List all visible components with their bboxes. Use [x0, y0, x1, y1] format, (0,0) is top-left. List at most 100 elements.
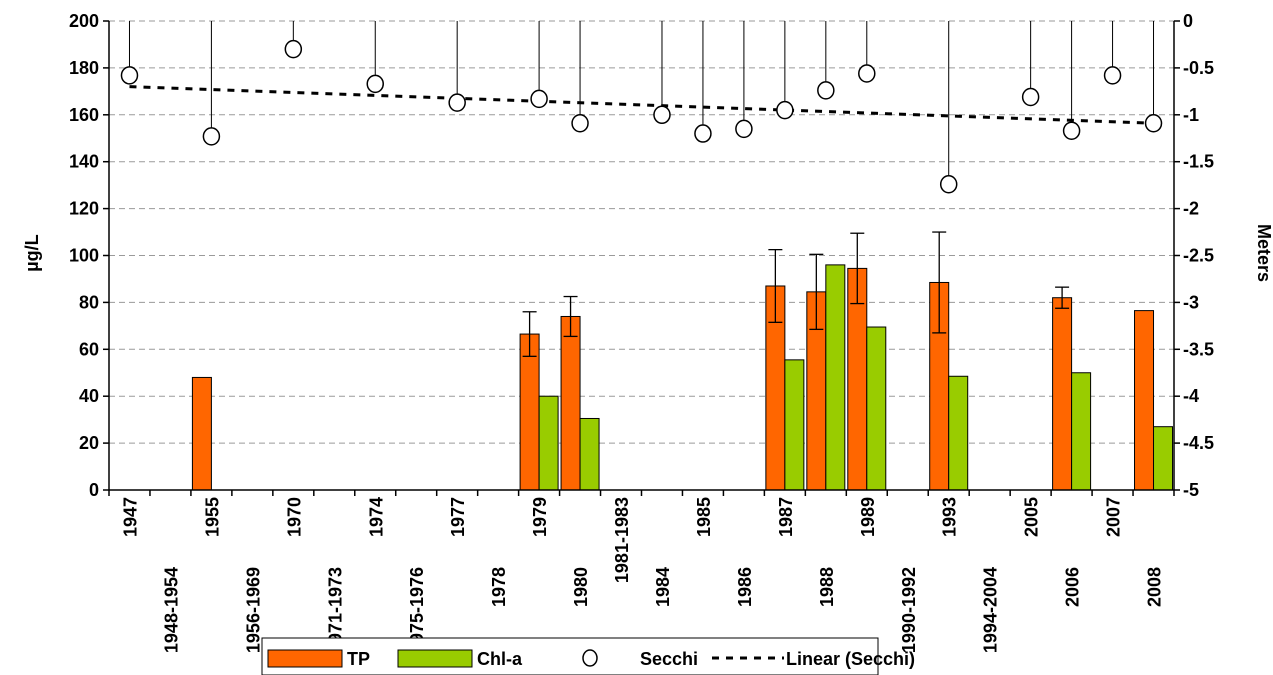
y2-tick-label: -4	[1183, 386, 1199, 406]
x-tick-label: 2007	[1104, 497, 1124, 537]
x-tick-label: 1981-1983	[612, 497, 632, 583]
point-secchi	[571, 113, 589, 133]
legend-label-secchi: Secchi	[640, 649, 698, 669]
y-tick-label: 20	[79, 433, 99, 453]
x-tick-label: 1948-1954	[161, 567, 181, 653]
point-secchi	[694, 124, 712, 143]
y2-tick-label: -3.5	[1183, 339, 1214, 359]
legend-swatch-chla	[397, 649, 473, 668]
x-tick-label: 1979	[530, 497, 550, 537]
y-tick-label: 0	[89, 480, 99, 500]
point-secchi	[448, 93, 466, 112]
x-tick-label: 2005	[1022, 497, 1042, 537]
x-tick-label: 1980	[571, 567, 591, 607]
bar-tp	[1052, 297, 1073, 491]
y-tick-label: 200	[69, 11, 99, 31]
bar-chla	[866, 326, 887, 491]
x-tick-labels: 1947 1948-1954 1955 1956-1969 1970 1971-1973 1…	[120, 497, 1164, 653]
bar-tp	[1134, 310, 1155, 491]
x-tick-label: 2008	[1145, 567, 1165, 607]
x-tick-label: 1984	[653, 567, 673, 607]
point-secchi	[202, 127, 221, 146]
legend-marker-secchi	[582, 649, 598, 667]
bar-chla	[784, 359, 805, 491]
point-secchi	[735, 119, 753, 139]
x-tick-label: 1990-1992	[899, 567, 919, 653]
point-secchi	[817, 81, 835, 100]
x-tick-label: 1989	[858, 497, 878, 537]
x-tick-label: 1987	[776, 497, 796, 537]
x-tick-label: 1955	[202, 497, 222, 537]
legend-box	[261, 637, 879, 675]
y-tick-label: 40	[79, 386, 99, 406]
point-secchi	[366, 74, 384, 94]
y-axis-title: µg/L	[22, 234, 42, 271]
point-secchi	[120, 66, 139, 85]
y-tick-label: 100	[69, 246, 99, 266]
point-secchi	[1144, 113, 1163, 133]
point-secchi	[530, 89, 548, 109]
x-tick-label: 1947	[120, 497, 140, 537]
bar-chla	[538, 395, 559, 491]
bar-chla	[948, 375, 969, 491]
y2-tick-labels: 0 -0.5 -1 -1.5 -2 -2.5 -3 -3.5 -4 -4.5 -5	[1183, 11, 1214, 500]
legend-label-chla: Chl-a	[477, 649, 523, 669]
y-tick-label: 180	[69, 58, 99, 78]
y-tick-label: 80	[79, 292, 99, 312]
y-tick-label: 140	[69, 152, 99, 172]
y2-tick-label: -2.5	[1183, 246, 1214, 266]
x-tick-label: 1975-1976	[407, 567, 427, 653]
y-tick-label: 120	[69, 199, 99, 219]
x-tick-label: 1985	[694, 497, 714, 537]
y2-axis-title: Meters	[1254, 224, 1273, 282]
y2-tick-label: 0	[1183, 11, 1193, 31]
y-tick-label: 60	[79, 339, 99, 359]
point-secchi	[776, 100, 794, 120]
point-secchi	[939, 174, 958, 194]
error-bars	[522, 231, 1070, 357]
y-tick-labels: 0 20 40 60 80 100 120 140 160 180 200	[69, 11, 99, 500]
x-tick-label: 1956-1969	[243, 567, 263, 653]
y2-tick-label: -5	[1183, 480, 1199, 500]
y-tick-label: 160	[69, 105, 99, 125]
x-tick-label: 2006	[1063, 567, 1083, 607]
trendline-secchi	[129, 85, 1154, 125]
bar-tp	[191, 376, 212, 491]
y2-tick-label: -2	[1183, 199, 1199, 219]
bar-chla	[1153, 426, 1174, 491]
point-secchi	[284, 39, 303, 59]
point-secchi	[1021, 87, 1040, 107]
axes	[103, 20, 1180, 496]
bar-chla	[579, 417, 600, 491]
y2-tick-label: -4.5	[1183, 433, 1214, 453]
legend-label-tp: TP	[347, 649, 370, 669]
bar-tp	[560, 315, 581, 491]
legend-swatch-tp	[267, 649, 343, 668]
legend: TP Chl-a Secchi Linear (Secchi)	[261, 637, 915, 675]
bar-chla	[825, 264, 846, 491]
x-tick-label: 1988	[817, 567, 837, 607]
y2-tick-label: -1	[1183, 105, 1199, 125]
y2-tick-label: -0.5	[1183, 58, 1214, 78]
point-secchi	[653, 105, 671, 125]
point-secchi	[1062, 121, 1081, 140]
x-tick-label: 1978	[489, 567, 509, 607]
point-secchi	[858, 64, 876, 83]
x-tick-label: 1993	[940, 497, 960, 537]
y2-tick-label: -3	[1183, 292, 1199, 312]
secchi-drop-lines	[128, 21, 1155, 185]
trendline	[129, 85, 1154, 125]
x-tick-label: 1971-1973	[325, 567, 345, 653]
bar-chla	[1071, 372, 1092, 491]
x-tick-label: 1977	[448, 497, 468, 537]
bars	[191, 264, 1174, 491]
x-tick-label: 1986	[735, 567, 755, 607]
bar-tp	[519, 333, 540, 491]
x-tick-label: 1974	[366, 497, 386, 537]
gridlines	[109, 20, 1174, 444]
x-tick-label: 1994-2004	[981, 567, 1001, 653]
y2-tick-label: -1.5	[1183, 152, 1214, 172]
point-secchi	[1103, 66, 1122, 85]
legend-label-trend: Linear (Secchi)	[786, 649, 915, 669]
